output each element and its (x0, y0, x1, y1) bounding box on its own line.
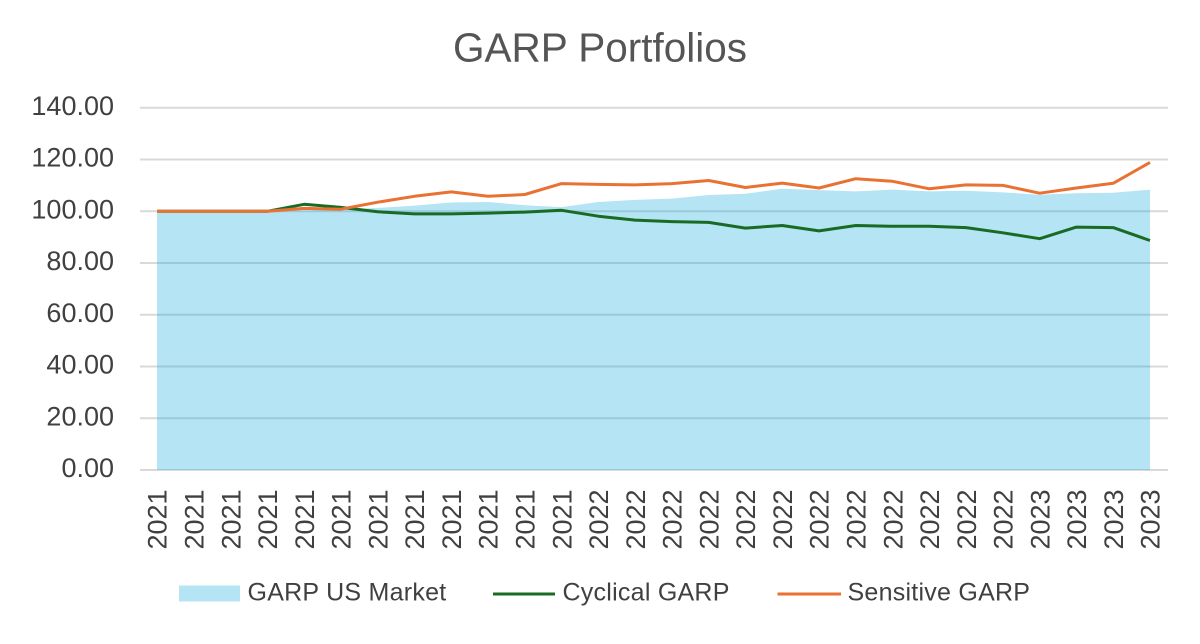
svg-text:100.00: 100.00 (31, 194, 114, 224)
svg-text:40.00: 40.00 (46, 350, 114, 380)
svg-text:2022: 2022 (952, 489, 982, 549)
svg-text:120.00: 120.00 (31, 143, 114, 173)
svg-text:140.00: 140.00 (31, 91, 114, 121)
svg-text:2022: 2022 (805, 489, 835, 549)
svg-text:2021: 2021 (511, 489, 541, 549)
svg-text:2022: 2022 (694, 489, 724, 549)
svg-text:Cyclical GARP: Cyclical GARP (563, 579, 730, 607)
svg-text:GARP Portfolios: GARP Portfolios (453, 25, 747, 71)
svg-text:GARP US Market: GARP US Market (248, 579, 447, 607)
svg-text:0.00: 0.00 (61, 453, 114, 483)
svg-text:2023: 2023 (1136, 489, 1166, 549)
svg-text:2021: 2021 (143, 489, 173, 549)
svg-text:2021: 2021 (253, 489, 283, 549)
svg-text:2021: 2021 (180, 489, 210, 549)
svg-text:2021: 2021 (363, 489, 393, 549)
svg-text:2021: 2021 (400, 489, 430, 549)
svg-text:2023: 2023 (1099, 489, 1129, 549)
svg-text:2022: 2022 (878, 489, 908, 549)
svg-text:60.00: 60.00 (46, 298, 114, 328)
svg-text:2022: 2022 (768, 489, 798, 549)
svg-text:2022: 2022 (658, 489, 688, 549)
svg-text:2021: 2021 (290, 489, 320, 549)
svg-text:2022: 2022 (989, 489, 1019, 549)
svg-text:2021: 2021 (474, 489, 504, 549)
svg-text:2021: 2021 (216, 489, 246, 549)
svg-text:2023: 2023 (1062, 489, 1092, 549)
svg-text:2022: 2022 (842, 489, 872, 549)
svg-text:2022: 2022 (584, 489, 614, 549)
svg-text:2022: 2022 (621, 489, 651, 549)
svg-text:80.00: 80.00 (46, 246, 114, 276)
svg-text:2022: 2022 (915, 489, 945, 549)
svg-text:2022: 2022 (731, 489, 761, 549)
svg-text:Sensitive GARP: Sensitive GARP (848, 579, 1031, 607)
svg-text:2021: 2021 (547, 489, 577, 549)
svg-text:2023: 2023 (1025, 489, 1055, 549)
svg-text:2021: 2021 (327, 489, 357, 549)
svg-text:2021: 2021 (437, 489, 467, 549)
svg-text:20.00: 20.00 (46, 401, 114, 431)
